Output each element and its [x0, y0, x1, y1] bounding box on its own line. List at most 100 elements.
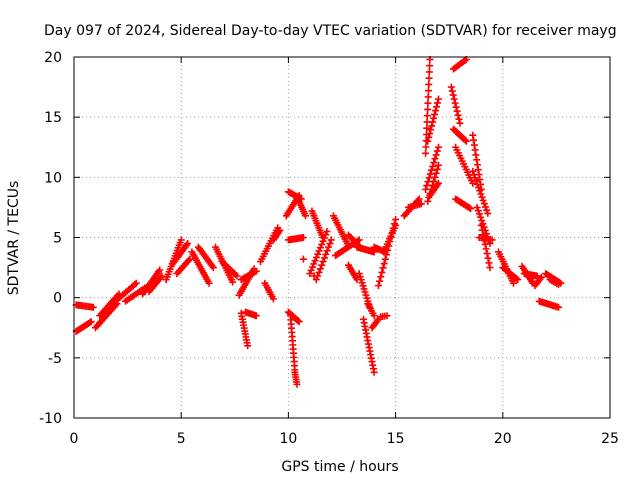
data-point-marker: [430, 177, 438, 185]
data-point-marker: [477, 221, 485, 229]
data-point-marker: [469, 167, 477, 175]
data-point-marker: [312, 276, 320, 284]
data-point-marker: [381, 255, 389, 263]
data-point-marker: [319, 237, 327, 245]
x-tick-label: 10: [279, 431, 297, 447]
data-point-marker: [475, 184, 483, 192]
data-point-marker: [430, 159, 438, 167]
data-point-marker: [424, 87, 432, 95]
data-point-marker: [322, 231, 330, 239]
data-point-marker: [307, 266, 315, 274]
data-point-marker: [308, 263, 316, 271]
data-point-marker: [537, 273, 545, 281]
data-point-marker: [252, 312, 260, 320]
data-point-marker: [478, 226, 486, 234]
data-point-marker: [430, 114, 438, 122]
y-tick-label: 0: [53, 291, 62, 307]
data-point-marker: [275, 228, 283, 236]
data-point-marker: [473, 203, 481, 211]
data-point-marker: [475, 210, 483, 218]
data-point-marker: [483, 206, 491, 214]
data-point-marker: [433, 165, 441, 173]
data-point-marker: [424, 99, 432, 107]
axis-ticks: 0 5 10 15 20 25 -10 -5 0 5 10 15 20: [39, 50, 619, 447]
data-point-marker: [422, 149, 430, 157]
data-point-marker: [422, 143, 430, 151]
data-point-marker: [449, 91, 457, 99]
data-point-marker: [209, 264, 217, 272]
data-point-marker: [379, 264, 387, 272]
x-tick-label: 20: [494, 431, 512, 447]
data-point-marker: [314, 250, 322, 258]
data-point-marker: [320, 234, 328, 242]
data-point-marker: [323, 227, 331, 235]
data-point-marker: [425, 133, 433, 141]
data-point-marker: [450, 95, 458, 103]
data-point-marker: [318, 261, 326, 269]
data-point-marker: [432, 169, 440, 177]
data-point-marker: [481, 240, 489, 248]
data-point-marker: [426, 130, 434, 138]
data-point-marker: [427, 166, 435, 174]
data-point-marker: [306, 270, 314, 278]
data-point-marker: [429, 118, 437, 126]
data-point-marker: [244, 342, 252, 350]
data-point-marker: [295, 318, 303, 326]
data-point-marker: [465, 204, 473, 212]
data-point-marker: [320, 254, 328, 262]
data-point-marker: [456, 119, 464, 127]
data-point-marker: [392, 221, 400, 229]
data-point-marker: [294, 317, 302, 325]
y-tick-label: 10: [44, 170, 62, 186]
data-point-marker: [477, 190, 485, 198]
data-point-marker: [229, 278, 237, 286]
data-point-marker: [310, 260, 318, 268]
data-point-marker: [312, 253, 320, 261]
data-point-marker: [431, 155, 439, 163]
data-point-marker: [433, 103, 441, 111]
data-point-marker: [89, 303, 97, 311]
data-point-marker: [269, 295, 277, 303]
data-point-marker: [479, 220, 487, 228]
data-point-marker: [370, 312, 378, 320]
data-point-marker: [318, 240, 326, 248]
data-point-marker: [486, 264, 494, 272]
data-point-marker: [461, 56, 469, 64]
data-point-marker: [434, 143, 442, 151]
data-point-marker: [325, 243, 333, 251]
data-point-marker: [428, 122, 436, 130]
data-point-marker: [158, 272, 166, 280]
data-point-marker: [319, 258, 327, 266]
data-point-marker: [476, 187, 484, 195]
data-point-marker: [315, 268, 323, 276]
data-point-marker: [370, 368, 378, 376]
data-point-marker: [477, 213, 485, 221]
data-point-marker: [316, 265, 324, 273]
data-point-marker: [432, 107, 440, 115]
data-point-marker: [423, 124, 431, 132]
data-point-marker: [376, 277, 384, 285]
data-point-marker: [184, 240, 192, 248]
data-point-marker: [470, 171, 478, 179]
data-point-marker: [510, 279, 518, 287]
data-point-marker: [326, 240, 334, 248]
data-point-marker: [417, 200, 425, 208]
data-point-marker: [472, 177, 480, 185]
data-point-marker: [392, 215, 400, 223]
data-point-marker: [447, 83, 455, 91]
data-point-marker: [431, 173, 439, 181]
data-point-marker: [233, 272, 241, 280]
data-point-marker: [426, 62, 434, 70]
data-point-marker: [252, 267, 260, 275]
data-point-marker: [380, 260, 388, 268]
data-point-marker: [322, 250, 330, 258]
data-point-marker: [478, 193, 486, 201]
data-point-marker: [87, 318, 95, 326]
data-point-marker: [480, 200, 488, 208]
data-point-marker: [432, 151, 440, 159]
data-point-marker: [299, 234, 307, 241]
x-axis-label: GPS time / hours: [281, 459, 398, 475]
data-point-marker: [425, 80, 433, 88]
data-point-marker: [555, 280, 563, 288]
